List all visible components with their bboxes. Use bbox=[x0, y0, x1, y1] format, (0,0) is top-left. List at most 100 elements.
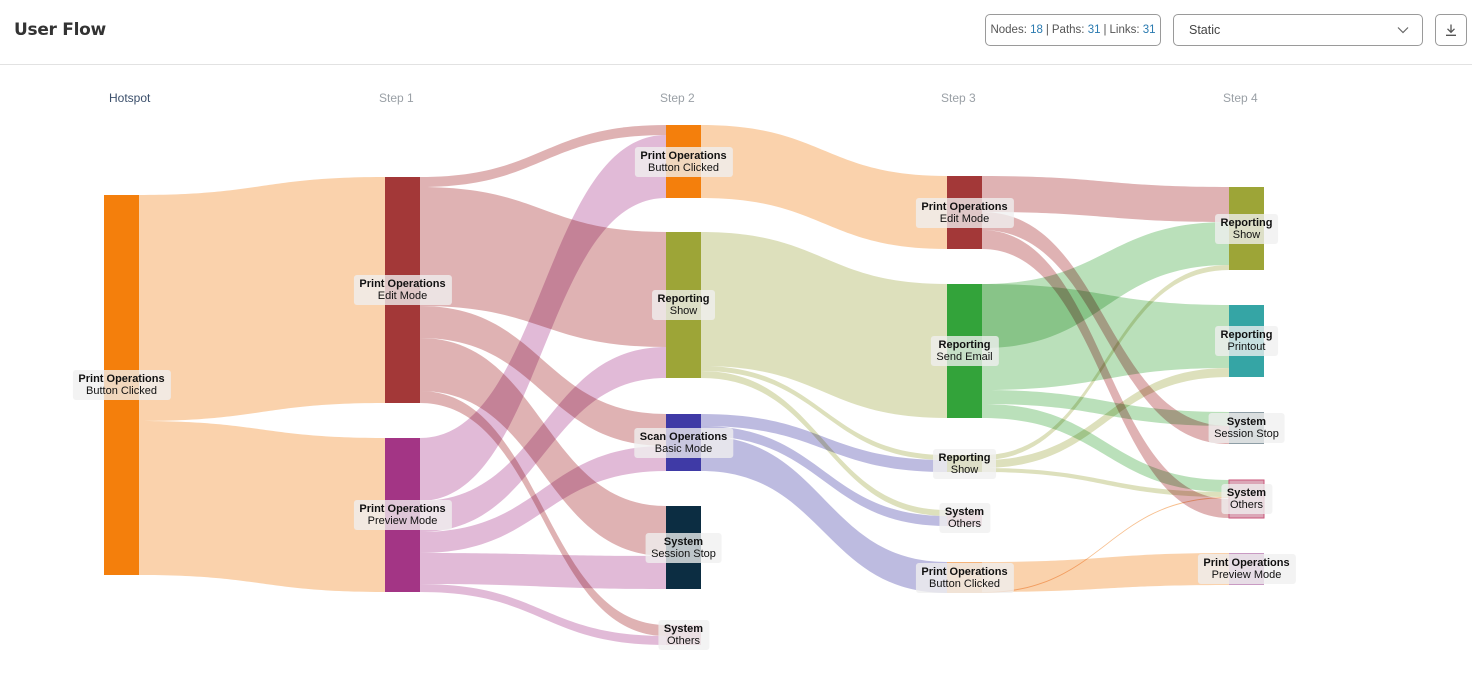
node-group: Print Operations bbox=[359, 278, 446, 290]
node-name: Others bbox=[1229, 499, 1264, 511]
sankey-link[interactable] bbox=[420, 187, 666, 347]
separator: | bbox=[1045, 24, 1049, 36]
sankey-link[interactable] bbox=[982, 497, 1229, 593]
stats-badge: Nodes: 18 | Paths: 31 | Links: 31 bbox=[985, 14, 1161, 46]
sankey-link[interactable] bbox=[139, 177, 385, 421]
column-label-step-4: Step 4 bbox=[1223, 91, 1258, 105]
node-label: Reporting Show bbox=[1214, 213, 1279, 244]
node-group: Print Operations bbox=[921, 200, 1008, 213]
node-name: Button Clicked bbox=[86, 385, 157, 397]
node-name: Show bbox=[669, 305, 698, 317]
node-name: Printout bbox=[1227, 341, 1266, 353]
node-name: Button Clicked bbox=[648, 161, 719, 174]
node-name: Others bbox=[947, 518, 982, 530]
node-name: Others bbox=[666, 635, 701, 647]
node-group: Print Operations bbox=[640, 149, 727, 162]
node-group: Reporting bbox=[1220, 216, 1273, 229]
node-label: Scan Operations Basic Mode bbox=[633, 427, 734, 458]
node-label: Print Operations Edit Mode bbox=[353, 275, 452, 305]
node-label: System Others bbox=[938, 503, 991, 533]
sankey-link[interactable] bbox=[139, 421, 385, 592]
sankey-link[interactable] bbox=[420, 446, 666, 553]
column-label-step-1: Step 1 bbox=[379, 91, 414, 105]
paths-label: Paths: bbox=[1051, 24, 1085, 36]
node-group: System bbox=[944, 506, 985, 518]
node-name: Session Stop bbox=[651, 547, 716, 560]
node-group: System bbox=[1226, 487, 1267, 499]
node-group: Print Operations bbox=[359, 503, 446, 515]
mode-select[interactable]: Static bbox=[1173, 14, 1423, 46]
sankey-link[interactable] bbox=[982, 404, 1229, 492]
node-group: Print Operations bbox=[921, 565, 1008, 578]
node-label: System Session Stop bbox=[1208, 413, 1285, 443]
sankey-link[interactable] bbox=[420, 306, 666, 446]
node-label: System Others bbox=[1220, 484, 1273, 514]
sankey-link[interactable] bbox=[982, 265, 1229, 460]
paths-count: 31 bbox=[1087, 24, 1101, 36]
page-header: User Flow Nodes: 18 | Paths: 31 | Links:… bbox=[0, 0, 1472, 65]
node-group: Print Operations bbox=[78, 373, 165, 385]
node-label: Print Operations Button Clicked bbox=[915, 562, 1014, 593]
sankey-link[interactable] bbox=[982, 390, 1229, 426]
sankey-link[interactable] bbox=[701, 414, 947, 472]
chevron-down-icon bbox=[1397, 27, 1409, 34]
node-group: Scan Operations bbox=[639, 430, 728, 443]
node-group: Reporting bbox=[657, 293, 710, 305]
node-group: Reporting bbox=[938, 451, 991, 464]
node-label: Print Operations Edit Mode bbox=[915, 197, 1014, 228]
node-name: Send Email bbox=[936, 351, 993, 363]
sankey-link[interactable] bbox=[701, 125, 947, 249]
node-label: Print Operations Button Clicked bbox=[634, 146, 733, 177]
node-group: Print Operations bbox=[1203, 557, 1290, 569]
node-name: Edit Mode bbox=[377, 290, 428, 302]
node-label: Print Operations Button Clicked bbox=[72, 370, 171, 400]
sankey-link[interactable] bbox=[420, 125, 666, 187]
sankey-link[interactable] bbox=[701, 426, 947, 526]
node-name: Show bbox=[950, 463, 979, 476]
sankey-link[interactable] bbox=[982, 176, 1229, 222]
node-group: Reporting bbox=[1220, 329, 1273, 341]
sankey-link[interactable] bbox=[982, 284, 1229, 390]
node-name: Edit Mode bbox=[939, 212, 990, 225]
node-name: Preview Mode bbox=[367, 515, 438, 527]
node-label: Reporting Show bbox=[651, 290, 716, 320]
sankey-link[interactable] bbox=[420, 135, 666, 501]
sankey-link[interactable] bbox=[701, 436, 947, 593]
page-title: User Flow bbox=[14, 20, 106, 40]
node-label: System Session Stop bbox=[645, 532, 722, 563]
sankey-links bbox=[139, 125, 1229, 645]
node-name: Basic Mode bbox=[654, 442, 713, 455]
column-label-step-2: Step 2 bbox=[660, 91, 695, 105]
sankey-link[interactable] bbox=[420, 391, 666, 636]
links-count: 31 bbox=[1142, 24, 1156, 36]
node-name: Show bbox=[1232, 228, 1261, 241]
separator: | bbox=[1103, 24, 1107, 36]
sankey-link[interactable] bbox=[701, 366, 947, 460]
download-button[interactable] bbox=[1435, 14, 1467, 46]
node-group: Reporting bbox=[938, 339, 991, 351]
mode-select-value: Static bbox=[1189, 23, 1221, 37]
node-group: System bbox=[663, 535, 704, 548]
download-icon bbox=[1446, 24, 1456, 36]
column-label-hotspot: Hotspot bbox=[109, 91, 151, 105]
node-label: System Others bbox=[657, 620, 710, 650]
sankey-link[interactable] bbox=[701, 232, 947, 418]
node-label: Reporting Show bbox=[932, 448, 997, 479]
sankey-link[interactable] bbox=[420, 347, 666, 532]
sankey-link[interactable] bbox=[982, 553, 1229, 592]
node-group: System bbox=[663, 623, 704, 635]
sankey-link[interactable] bbox=[982, 368, 1229, 468]
node-name: Button Clicked bbox=[929, 577, 1000, 590]
sankey-link[interactable] bbox=[420, 584, 666, 645]
sankey-link[interactable] bbox=[420, 553, 666, 589]
node-name: Preview Mode bbox=[1211, 569, 1282, 581]
nodes-count: 18 bbox=[1030, 24, 1043, 36]
node-name: Session Stop bbox=[1214, 428, 1279, 440]
node-label: Print Operations Preview Mode bbox=[353, 500, 452, 530]
node-label: Reporting Send Email bbox=[930, 336, 999, 366]
node-label: Reporting Printout bbox=[1214, 326, 1279, 356]
node-group: System bbox=[1226, 416, 1267, 428]
sankey-link[interactable] bbox=[982, 468, 1229, 497]
column-label-step-3: Step 3 bbox=[941, 91, 976, 105]
